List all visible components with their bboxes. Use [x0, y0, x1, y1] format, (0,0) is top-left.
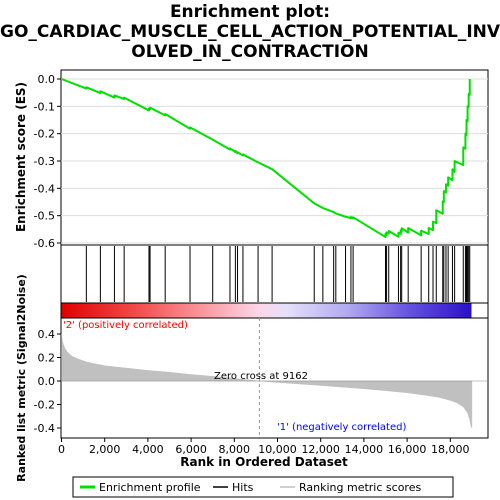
legend-metric-label: Ranking metric scores [299, 481, 421, 494]
metric-y-tick-label-2: 0.0 [38, 375, 56, 388]
negative-correlation-label: '1' (negatively correlated) [277, 422, 406, 433]
x-tick-label-9: 18,000 [431, 443, 470, 456]
title-line-3: OLVED_IN_CONTRACTION [131, 42, 369, 62]
es-panel-frame [60, 69, 489, 246]
es-y-tick-label-3: -0.3 [34, 155, 55, 168]
x-tick-label-7: 14,000 [345, 443, 384, 456]
x-tick-label-0: 0 [58, 443, 65, 456]
es-y-tick-label-4: -0.4 [34, 182, 55, 195]
metric-y-tick-label-1: 0.2 [38, 352, 56, 365]
chart-title: Enrichment plot: GO_CARDIAC_MUSCLE_CELL_… [0, 2, 500, 62]
x-axis-label: Rank in Ordered Dataset [180, 455, 348, 469]
legend-profile-label: Enrichment profile [99, 481, 201, 494]
es-y-axis-label: Enrichment score (ES) [14, 82, 28, 232]
positive-correlation-label: '2' (positively correlated) [63, 320, 188, 331]
es-y-tick-label-0: 0.0 [38, 73, 56, 86]
metric-y-tick-label-0: 0.4 [38, 328, 56, 341]
es-y-tick-label-2: -0.2 [34, 128, 55, 141]
x-tick-label-8: 16,000 [388, 443, 427, 456]
zero-cross-label: Zero cross at 9162 [214, 371, 308, 382]
hit-markers [85, 246, 471, 302]
x-tick-label-4: 8,000 [219, 443, 251, 456]
title-line-1: Enrichment plot: [169, 2, 331, 22]
es-y-tick-label-6: -0.6 [34, 237, 55, 250]
es-gridlines [61, 78, 488, 244]
legend-box [72, 476, 454, 498]
metric-y-tick-label-4: -0.4 [34, 422, 55, 435]
x-tick-label-2: 4,000 [132, 443, 164, 456]
hits-panel-frame [60, 244, 489, 304]
es-series [61, 78, 471, 238]
x-tick-label-6: 12,000 [301, 443, 340, 456]
es-y-tick-label-1: -0.1 [34, 100, 55, 113]
x-tick-label-3: 6,000 [175, 443, 207, 456]
x-tick-label-1: 2,000 [89, 443, 121, 456]
metric-series [61, 318, 488, 438]
legend-hits-label: Hits [232, 481, 254, 494]
es-y-ticks: 0.0 -0.1 -0.2 -0.3 -0.4 -0.5 -0.6 [34, 73, 61, 250]
x-ticks: 0 2,000 4,000 6,000 8,000 10,000 12,000 14,000 1… [58, 438, 470, 456]
x-tick-label-5: 10,000 [258, 443, 297, 456]
es-y-tick-label-5: -0.5 [34, 210, 55, 223]
es-profile-line [61, 78, 471, 238]
rank-gradient-bar [61, 303, 472, 318]
metric-y-tick-label-3: -0.2 [34, 399, 55, 412]
title-line-2: GO_CARDIAC_MUSCLE_CELL_ACTION_POTENTIAL_… [0, 22, 500, 42]
metric-y-ticks: 0.4 0.2 0.0 -0.2 -0.4 [34, 328, 61, 435]
metric-y-axis-label: Ranked list metric (Signal2Noise) [15, 274, 28, 482]
